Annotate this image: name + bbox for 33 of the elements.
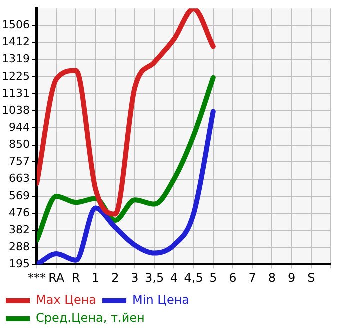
y-tick-label: 1038 (2, 104, 30, 117)
legend-label: Max Цена (36, 293, 97, 308)
y-tick-label: 944 (8, 120, 30, 134)
x-tick-label: 8 (268, 270, 276, 285)
x-tick-label: 7 (248, 270, 256, 285)
legend-label: Сред.Цена, т.йен (36, 311, 145, 326)
y-tick-label: 1319 (2, 52, 30, 66)
x-tick-label: RA (48, 270, 66, 285)
y-tick-label: 663 (8, 172, 30, 186)
x-tick-label: 9 (288, 270, 296, 285)
y-tick-label: 757 (8, 155, 30, 168)
y-tick-label: 1131 (2, 86, 30, 100)
y-tick-label: 1225 (2, 70, 30, 83)
x-tick-label: 4 (170, 270, 178, 285)
y-tick-label: 569 (8, 189, 30, 202)
x-tick-label: 3,5 (145, 270, 164, 285)
x-tick-label: 1 (92, 270, 100, 285)
x-tick-label: 3 (131, 270, 139, 285)
x-tick-label: *** (28, 270, 46, 285)
x-tick-label: R (72, 270, 80, 285)
x-tick-label: 6 (229, 270, 237, 285)
x-tick-label: 2 (112, 270, 120, 285)
x-tick-label: 4,5 (184, 270, 204, 285)
y-tick-label: 850 (8, 138, 30, 152)
y-tick-label: 476 (8, 206, 30, 220)
x-tick-label: S (308, 270, 316, 285)
x-tick-label: 5 (210, 270, 218, 285)
y-tick-label: 288 (8, 240, 30, 254)
y-tick-label: 382 (8, 223, 30, 236)
y-tick-label: 1506 (2, 18, 30, 32)
y-tick-label: 1412 (2, 36, 30, 49)
y-tick-label: 195 (8, 257, 30, 270)
legend-label: Min Цена (132, 293, 190, 308)
